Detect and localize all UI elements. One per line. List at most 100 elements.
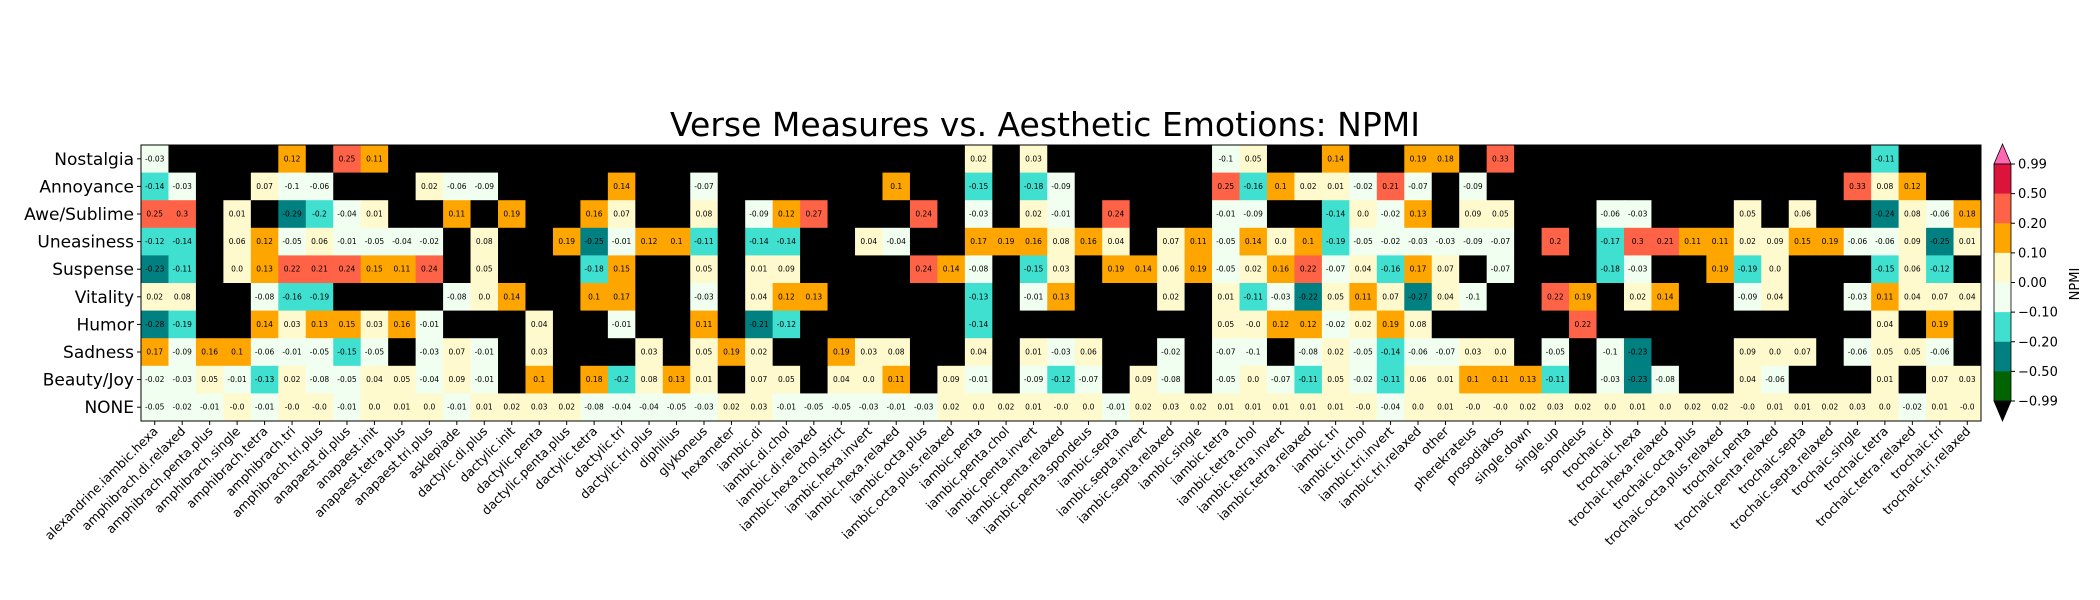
heatmap-cell: [1514, 200, 1542, 229]
heatmap-cell: [1871, 172, 1900, 201]
heatmap-cell: [1102, 227, 1131, 256]
cell-value-label: 0.05: [778, 375, 795, 384]
cell-value-label: -0.0: [1054, 403, 1069, 412]
heatmap-cell: [1926, 200, 1954, 229]
heatmap-cell: [1294, 393, 1323, 422]
cell-value-label: -0.05: [667, 403, 687, 412]
cell-value-label: 0.16: [1272, 265, 1289, 274]
heatmap-cell: [690, 227, 719, 256]
cell-value-label: 0.02: [1739, 237, 1756, 246]
heatmap-cell: [1349, 172, 1378, 201]
heatmap-cell: [1376, 145, 1405, 173]
cell-value-label: -0.02: [420, 237, 440, 246]
heatmap-cell: [1898, 393, 1927, 422]
cell-value-label: -0.01: [447, 403, 467, 412]
heatmap-cell: [882, 310, 911, 339]
cell-value-label: -0.0: [1466, 403, 1481, 412]
cell-value-label: 0.0: [1604, 403, 1616, 412]
cell-value-label: 0.19: [998, 237, 1015, 246]
cell-value-label: 0.1: [890, 182, 902, 191]
heatmap-cell: [415, 393, 444, 422]
heatmap-cell: [525, 283, 554, 311]
heatmap-cell: [855, 200, 883, 229]
cell-value-label: -0.0: [1246, 320, 1261, 329]
heatmap-cell: [1514, 172, 1542, 201]
heatmap-cell: [717, 310, 746, 339]
colorbar-segment: [1994, 371, 2011, 402]
heatmap-cell: [964, 145, 993, 173]
cell-value-label: -0.01: [969, 375, 989, 384]
heatmap-cell: [333, 145, 362, 173]
cell-value-label: -0.09: [1463, 182, 1483, 191]
column-label: alexandrine.iambic.hexa: [42, 424, 161, 543]
cell-value-label: 0.0: [973, 403, 985, 412]
heatmap-cell: [909, 365, 938, 394]
heatmap-cell: [1349, 200, 1378, 229]
heatmap-cell: [223, 200, 252, 229]
cell-value-label: -0.06: [310, 182, 330, 191]
heatmap-cell: [552, 283, 581, 311]
heatmap-cell: [278, 255, 307, 284]
heatmap-cell: [1212, 227, 1240, 256]
heatmap-cell: [498, 255, 526, 284]
heatmap-cell: [580, 172, 609, 201]
heatmap-cell: [443, 200, 471, 229]
cell-value-label: -0.05: [832, 403, 852, 412]
heatmap-cell: [745, 172, 774, 201]
heatmap-cell: [1623, 145, 1652, 173]
cell-value-label: -0.04: [887, 237, 907, 246]
cell-value-label: 0.01: [1327, 403, 1344, 412]
heatmap-cell: [1321, 255, 1350, 284]
cell-value-label: -0.02: [1353, 182, 1373, 191]
heatmap-cell: [1212, 255, 1240, 284]
cell-value-label: 0.01: [1437, 375, 1454, 384]
cell-value-label: 0.13: [805, 292, 822, 301]
heatmap-cell: [1431, 283, 1460, 311]
heatmap-cell: [1019, 338, 1048, 367]
cell-value-label: 0.02: [146, 292, 163, 301]
cell-value-label: -0.03: [1051, 348, 1071, 357]
heatmap-cell: [1266, 255, 1295, 284]
cell-value-label: -0.11: [694, 237, 714, 246]
heatmap-cell: [250, 393, 279, 422]
heatmap-cell: [1898, 283, 1927, 311]
cell-value-label: 0.33: [1849, 182, 1866, 191]
cell-value-label: -0.04: [639, 403, 659, 412]
heatmap-cell: [1459, 227, 1488, 256]
colorbar-tick-label: 0.10: [2018, 246, 2047, 261]
cell-value-label: -0.12: [777, 320, 797, 329]
heatmap-cell: [141, 338, 169, 367]
heatmap-cell: [717, 255, 746, 284]
cell-value-label: -0.07: [1491, 265, 1511, 274]
heatmap-cell: [1102, 393, 1131, 422]
heatmap-cell: [1843, 200, 1872, 229]
heatmap-cell: [1733, 283, 1762, 311]
row-label: NONE: [84, 398, 134, 418]
cell-value-label: -0.07: [1436, 348, 1456, 357]
heatmap-cell: [662, 283, 691, 311]
heatmap-cell: [1569, 227, 1597, 256]
cell-value-label: 0.02: [421, 182, 438, 191]
heatmap-cell: [333, 393, 362, 422]
heatmap-cell: [1926, 338, 1954, 367]
heatmap-cell: [717, 172, 746, 201]
row-label: Awe/Sublime: [24, 205, 134, 225]
heatmap-cell: [1184, 255, 1213, 284]
cell-value-label: 0.05: [201, 375, 218, 384]
heatmap-cell: [388, 200, 417, 229]
cell-value-label: -0.06: [1601, 210, 1621, 219]
heatmap-cell: [1761, 255, 1790, 284]
heatmap-cell: [992, 172, 1021, 201]
heatmap-cell: [855, 227, 883, 256]
heatmap-cell: [1376, 172, 1405, 201]
cell-value-label: 0.0: [1275, 237, 1287, 246]
cell-value-label: 0.19: [723, 348, 740, 357]
heatmap-cell: [1294, 200, 1323, 229]
heatmap-cell: [964, 172, 993, 201]
cell-value-label: 0.16: [201, 348, 218, 357]
cell-value-label: -0.05: [282, 237, 302, 246]
heatmap-cell: [580, 393, 609, 422]
cell-value-label: 0.02: [1190, 403, 1207, 412]
heatmap-cell: [772, 255, 801, 284]
heatmap-cell: [168, 393, 197, 422]
